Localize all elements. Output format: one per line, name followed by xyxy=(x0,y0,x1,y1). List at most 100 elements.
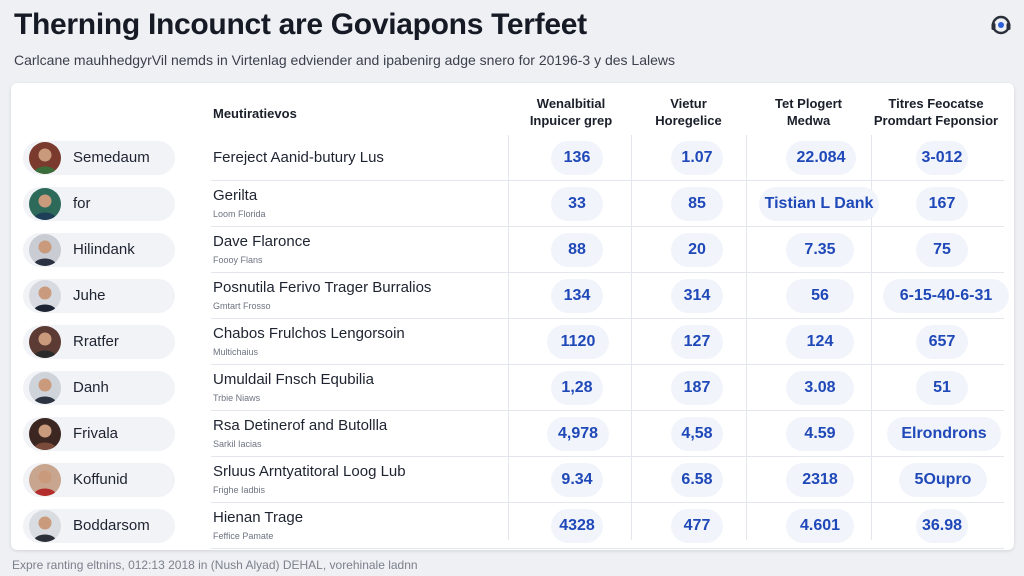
person-chip[interactable]: Danh xyxy=(23,371,175,405)
person-chip[interactable]: for xyxy=(23,187,175,221)
row-subtext: Loom Florida xyxy=(213,209,266,219)
row-description: Rsa Detinerof and Butollla xyxy=(213,417,388,434)
value-cell-2: 6.58 xyxy=(671,463,723,497)
row-description: Dave Flaronce xyxy=(213,233,311,250)
row-divider xyxy=(211,318,1004,319)
value-cell-3: 2318 xyxy=(786,463,854,497)
value-cell-1: 9.34 xyxy=(551,463,603,497)
person-chip[interactable]: Rratfer xyxy=(23,325,175,359)
value-cell-3: Tistian L Dank xyxy=(759,187,879,221)
value-cell-2: 85 xyxy=(671,187,723,221)
column-header-2: Vietur Horegelice xyxy=(655,96,722,128)
row-subtext: Frighe Iadbis xyxy=(213,485,266,495)
value-cell-1: 1,28 xyxy=(551,371,603,405)
row-divider xyxy=(211,410,1004,411)
footer-note: Expre ranting eltnins, 012:13 2018 in (N… xyxy=(12,558,418,572)
table-row[interactable]: Frivala Rsa Detinerof and Butollla Sarkil … xyxy=(11,411,1014,457)
person-chip[interactable]: Koffunid xyxy=(23,463,175,497)
value-cell-2: 20 xyxy=(671,233,723,267)
value-cell-4: Elrondrons xyxy=(887,417,1001,451)
column-header-4: Titres Feocatse Promdart Feponsior xyxy=(873,96,999,128)
person-chip[interactable]: Frivala xyxy=(23,417,175,451)
row-description: Posnutila Ferivo Trager Burralios xyxy=(213,279,432,296)
value-cell-4: 75 xyxy=(916,233,968,267)
person-name: Frivala xyxy=(73,425,119,442)
person-name: Boddarsom xyxy=(73,517,150,534)
table-row[interactable]: Hilindank Dave Flaronce Foooy Flans 88 20 7.3… xyxy=(11,227,1014,273)
value-cell-2: 127 xyxy=(671,325,723,359)
value-cell-1: 4328 xyxy=(551,509,603,543)
value-cell-3: 124 xyxy=(786,325,854,359)
column-header-description: Meutiratievos xyxy=(213,106,297,121)
row-description: Chabos Frulchos Lengorsoin xyxy=(213,325,405,342)
table-row[interactable]: Semedaum Fereject Aanid-butury Lus 136 1.07… xyxy=(11,135,1014,181)
page-subtitle: Carlcane mauhhedgyrVil nemds in Virtenla… xyxy=(14,52,676,68)
avatar xyxy=(29,464,61,496)
column-divider xyxy=(746,135,747,540)
value-cell-1: 136 xyxy=(551,141,603,175)
value-cell-1: 88 xyxy=(551,233,603,267)
person-chip[interactable]: Semedaum xyxy=(23,141,175,175)
value-cell-3: 4.601 xyxy=(786,509,854,543)
value-cell-3: 4.59 xyxy=(786,417,854,451)
row-divider xyxy=(211,502,1004,503)
column-header-3: Tet Plogert Medwa xyxy=(775,96,842,128)
value-cell-4: 3-012 xyxy=(916,141,968,175)
row-subtext: Feffice Pamate xyxy=(213,531,274,541)
value-cell-4: 36.98 xyxy=(916,509,968,543)
row-description: Hienan Trage xyxy=(213,509,304,526)
value-cell-1: 1120 xyxy=(547,325,609,359)
value-cell-1: 33 xyxy=(551,187,603,221)
row-subtext: Multichaius xyxy=(213,347,259,357)
value-cell-3: 56 xyxy=(786,279,854,313)
value-cell-3: 7.35 xyxy=(786,233,854,267)
value-cell-3: 22.084 xyxy=(786,141,856,175)
table-row[interactable]: Rratfer Chabos Frulchos Lengorsoin Multich… xyxy=(11,319,1014,365)
person-name: Danh xyxy=(73,379,109,396)
table-row[interactable]: Danh Umuldail Fnsch Equbilia Trbie Niaws 1,… xyxy=(11,365,1014,411)
person-name: Koffunid xyxy=(73,471,128,488)
headset-help-icon[interactable] xyxy=(989,13,1013,37)
value-cell-1: 4,978 xyxy=(547,417,609,451)
avatar xyxy=(29,372,61,404)
column-divider xyxy=(508,135,509,540)
avatar xyxy=(29,188,61,220)
row-divider xyxy=(211,180,1004,181)
person-name: Hilindank xyxy=(73,241,135,258)
value-cell-4: 167 xyxy=(916,187,968,221)
row-description: Srluus Arntyatitoral Loog Lub xyxy=(213,463,406,480)
person-chip[interactable]: Boddarsom xyxy=(23,509,175,543)
person-name: Juhe xyxy=(73,287,106,304)
row-subtext: Sarkil Iacias xyxy=(213,439,262,449)
column-header-1: Wenalbitial Inpuicer grep xyxy=(529,96,613,128)
row-description: Umuldail Fnsch Equbilia xyxy=(213,371,374,388)
avatar xyxy=(29,418,61,450)
row-subtext: Trbie Niaws xyxy=(213,393,261,403)
column-divider xyxy=(871,135,872,540)
table-row[interactable]: Boddarsom Hienan Trage Feffice Pamate 4328 4… xyxy=(11,503,1014,549)
value-cell-2: 1.07 xyxy=(671,141,723,175)
value-cell-2: 477 xyxy=(671,509,723,543)
page-title: Therning Incounct are Goviapons Terfeet xyxy=(14,8,587,41)
row-subtext: Gmtart Frosso xyxy=(213,301,271,311)
person-name: for xyxy=(73,195,91,212)
table-row[interactable]: Koffunid Srluus Arntyatitoral Loog Lub Fri… xyxy=(11,457,1014,503)
avatar xyxy=(29,234,61,266)
table-row[interactable]: for Gerilta Loom Florida 33 85 Tistian L Dank… xyxy=(11,181,1014,227)
value-cell-4: 5Oupro xyxy=(899,463,987,497)
row-divider xyxy=(211,226,1004,227)
value-cell-2: 4,58 xyxy=(671,417,723,451)
table-card: Meutiratievos Wenalbitial Inpuicer grep V… xyxy=(11,83,1014,550)
column-divider xyxy=(631,135,632,540)
person-chip[interactable]: Juhe xyxy=(23,279,175,313)
value-cell-4: 6-15-40-6-31 xyxy=(883,279,1009,313)
row-subtext: Foooy Flans xyxy=(213,255,263,265)
value-cell-4: 51 xyxy=(916,371,968,405)
person-chip[interactable]: Hilindank xyxy=(23,233,175,267)
row-description: Gerilta xyxy=(213,187,258,204)
row-description: Fereject Aanid-butury Lus xyxy=(213,149,384,166)
table-row[interactable]: Juhe Posnutila Ferivo Trager Burralios Gmt… xyxy=(11,273,1014,319)
row-divider xyxy=(211,272,1004,273)
value-cell-4: 657 xyxy=(916,325,968,359)
row-divider xyxy=(211,456,1004,457)
